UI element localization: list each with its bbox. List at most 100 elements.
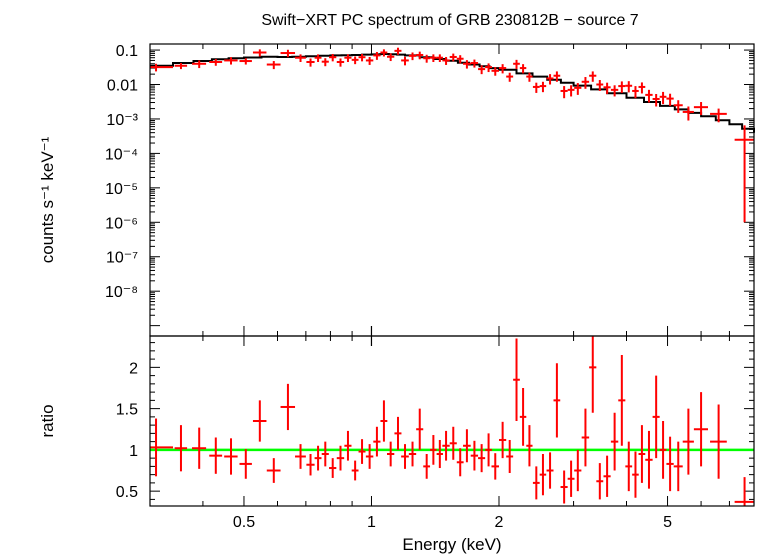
energy-x-tick-labels: 0.5 1 2 5 — [233, 514, 672, 531]
ratio-axis-ticks — [149, 326, 755, 506]
spectrum-data-point — [463, 60, 471, 69]
ratio-data-point — [321, 441, 329, 467]
spectrum-data-point — [192, 60, 207, 69]
ratio-data-point — [456, 448, 464, 477]
x-tick-label: 1 — [367, 514, 376, 531]
spectrum-data-point — [408, 52, 417, 61]
spectrum-data-point — [513, 59, 520, 70]
spectrum-data-point — [645, 89, 653, 103]
y-tick-label: 1 — [129, 443, 138, 460]
spectrum-data-point — [336, 58, 345, 67]
spectrum-data-point — [209, 59, 223, 66]
spectrum-data-point — [589, 71, 597, 82]
spectrum-y-axis-label: counts s⁻¹ keV⁻¹ — [38, 136, 57, 263]
spectrum-data-point — [456, 55, 464, 64]
ratio-data-point — [526, 425, 533, 467]
spectrum-data-point — [373, 51, 381, 60]
spectrum-data-point — [430, 54, 437, 63]
spectrum-panel: 0.1 0.01 10⁻³ 10⁻⁴ 10⁻⁵ 10⁻⁶ 10⁻⁷ 10⁻⁸ — [105, 43, 755, 337]
spectrum-data-point — [498, 64, 507, 74]
ratio-data-point — [351, 460, 359, 481]
ratio-data-point — [365, 444, 374, 469]
ratio-data-point — [682, 408, 694, 475]
ratio-data-point — [430, 435, 437, 465]
spectrum-data-point — [519, 64, 527, 74]
ratio-data-point — [470, 440, 479, 471]
ratio-data-point — [567, 460, 575, 497]
ratio-data-point — [394, 416, 402, 450]
spectrum-data-point — [306, 58, 315, 67]
y-tick-label: 0.01 — [107, 78, 138, 95]
spectrum-data-point — [321, 58, 329, 67]
spectrum-data-point — [610, 85, 619, 97]
spectrum-data-point — [539, 81, 547, 93]
spectrum-data-point — [150, 63, 174, 72]
ratio-data-point — [306, 454, 315, 476]
y-tick-label: 1.5 — [116, 402, 138, 419]
spectrum-axis-ticks — [149, 44, 755, 336]
spectrum-data-point — [266, 61, 281, 70]
y-tick-label: 2 — [129, 360, 138, 377]
ratio-data-point — [513, 338, 520, 421]
ratio-data-point — [423, 454, 431, 479]
spectrum-data-point — [295, 54, 306, 63]
spectrum-data-point — [344, 54, 352, 63]
spectrum-data-point — [632, 86, 639, 99]
spectrum-data-point — [734, 125, 754, 223]
ratio-data-point — [295, 444, 306, 469]
ratio-data-point — [463, 429, 471, 463]
ratio-data-point — [416, 408, 424, 450]
ratio-y-tick-labels: 0.5 1 1.5 2 — [116, 360, 138, 501]
ratio-data-point — [442, 430, 450, 461]
spectrum-data-point — [603, 82, 611, 95]
ratio-data-point — [574, 449, 582, 492]
spectrum-data-point — [560, 86, 568, 99]
x-axis-label: Energy (keV) — [402, 535, 501, 554]
ratio-data-point — [553, 363, 561, 438]
spectrum-data-point — [567, 85, 575, 97]
spectrum-data-point — [423, 54, 431, 63]
spectrum-data-point — [351, 56, 359, 65]
ratio-data-point — [673, 441, 683, 492]
spectrum-y-tick-labels: 0.1 0.01 10⁻³ 10⁻⁴ 10⁻⁵ 10⁻⁶ 10⁻⁷ 10⁻⁸ — [105, 43, 139, 301]
spectrum-data-point — [314, 54, 322, 63]
spectrum-data-point — [239, 58, 252, 65]
ratio-data-point — [485, 433, 492, 467]
spectrum-data-point — [574, 83, 582, 95]
spectrum-data-point — [581, 77, 590, 89]
x-tick-label: 0.5 — [233, 514, 255, 531]
y-tick-label: 10⁻⁴ — [105, 146, 138, 163]
spectrum-data-point — [682, 106, 694, 121]
x-tick-label: 2 — [495, 514, 504, 531]
spectrum-data-point — [416, 51, 424, 60]
ratio-data-point — [666, 436, 674, 492]
ratio-data-point — [380, 400, 388, 442]
spectrum-data-point — [174, 63, 188, 70]
ratio-data-point — [408, 441, 417, 467]
ratio-data-point — [546, 452, 554, 489]
spectrum-data-point — [491, 67, 499, 76]
ratio-data-point — [519, 387, 527, 446]
ratio-data-point — [618, 354, 626, 446]
ratio-data-point — [209, 437, 223, 474]
spectrum-data-points — [150, 47, 754, 223]
spectrum-data-point — [666, 93, 674, 106]
ratio-data-point — [329, 458, 337, 478]
spectrum-data-point — [638, 82, 646, 94]
ratio-data-point — [652, 375, 660, 459]
y-tick-label: 10⁻³ — [106, 112, 138, 129]
x-tick-label: 5 — [663, 514, 672, 531]
spectrum-data-point — [280, 49, 296, 58]
spectrum-data-point — [442, 56, 450, 65]
spectrum-data-point — [659, 91, 667, 105]
spectrum-data-point — [693, 102, 708, 116]
ratio-data-point — [344, 430, 352, 461]
spectrum-data-point — [470, 59, 479, 68]
ratio-data-point — [659, 421, 667, 479]
ratio-data-point — [192, 427, 207, 469]
ratio-data-point — [436, 439, 443, 469]
spectrum-data-point — [625, 81, 633, 93]
ratio-data-point — [280, 383, 296, 431]
ratio-data-point — [734, 477, 754, 506]
